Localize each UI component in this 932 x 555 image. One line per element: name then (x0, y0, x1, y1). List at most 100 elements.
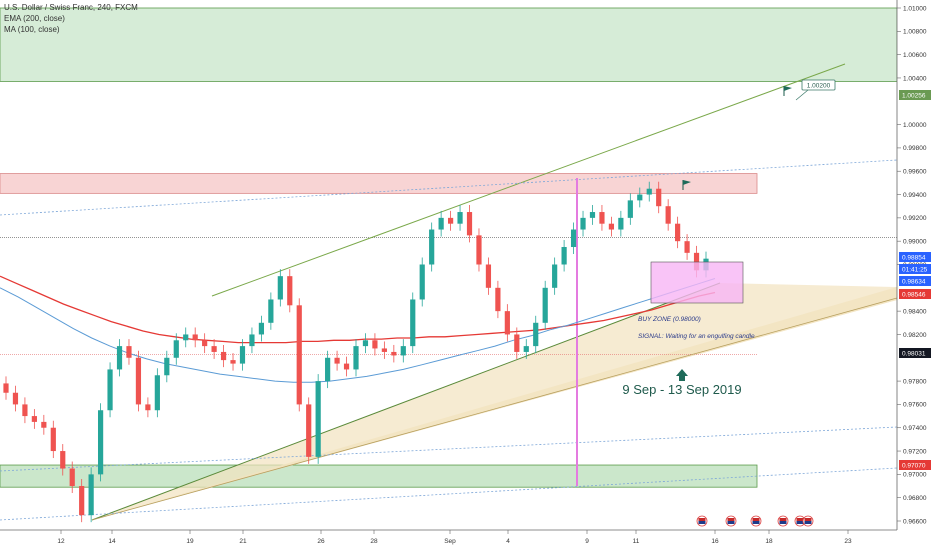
candle[interactable] (608, 223, 615, 230)
price-label-leader (795, 89, 809, 101)
candle[interactable] (88, 474, 94, 516)
candle[interactable] (646, 188, 652, 195)
price-badge-label: 0.97070 (902, 462, 926, 469)
candle[interactable] (116, 346, 123, 370)
candle[interactable] (466, 212, 473, 236)
candle[interactable] (306, 404, 312, 457)
candle[interactable] (50, 427, 56, 452)
candle[interactable] (429, 229, 435, 265)
candle[interactable] (220, 351, 227, 361)
candle[interactable] (447, 217, 454, 224)
candle[interactable] (627, 200, 633, 218)
trendline-lower (91, 282, 721, 521)
x-tick-label: 21 (239, 538, 247, 545)
candle[interactable] (381, 348, 387, 352)
candle[interactable] (552, 264, 558, 288)
channel-fill (92, 283, 897, 520)
candle[interactable] (580, 217, 586, 230)
candle[interactable] (618, 217, 624, 230)
trendline-blue (0, 426, 898, 472)
candle[interactable] (79, 486, 85, 516)
legend-ema: EMA (200, close) (4, 14, 65, 23)
candle[interactable] (154, 375, 160, 411)
candle[interactable] (485, 264, 492, 288)
price-badge-label: 0.98854 (902, 254, 926, 261)
candle[interactable] (296, 305, 302, 405)
candle[interactable] (164, 357, 170, 376)
candle[interactable] (589, 212, 596, 218)
candle[interactable] (69, 468, 75, 487)
candle[interactable] (230, 360, 236, 364)
candle[interactable] (362, 340, 369, 347)
candle[interactable] (145, 404, 151, 411)
candle[interactable] (334, 357, 340, 364)
candle[interactable] (542, 287, 548, 323)
candle[interactable] (353, 346, 359, 370)
y-tick-label: 0.99800 (903, 145, 927, 152)
candle[interactable] (97, 410, 104, 475)
candle[interactable] (268, 299, 274, 323)
candle[interactable] (438, 217, 444, 230)
candle[interactable] (22, 404, 28, 417)
candle[interactable] (599, 212, 605, 224)
candle[interactable] (514, 334, 520, 352)
candle[interactable] (315, 381, 321, 457)
zone-resistance-weekly (0, 7, 898, 82)
price-badge-label: 0.98546 (902, 291, 926, 298)
candle[interactable] (343, 363, 350, 370)
candle[interactable] (504, 311, 510, 335)
candle[interactable] (126, 346, 132, 358)
trendline-channel (91, 297, 898, 521)
candle[interactable] (31, 416, 37, 422)
candle[interactable] (523, 346, 529, 352)
candle[interactable] (410, 299, 416, 347)
legend: U.S. Dollar / Swiss Franc, 240, FXCM EMA… (4, 2, 138, 35)
candle[interactable] (476, 235, 482, 265)
x-tick-label: Sep (444, 538, 456, 545)
candle[interactable] (561, 247, 567, 265)
price-badge (899, 348, 931, 358)
candle[interactable] (287, 276, 293, 306)
candle[interactable] (41, 421, 47, 428)
candle[interactable] (656, 188, 662, 207)
candle[interactable] (202, 340, 208, 347)
time-axis-bg (0, 530, 932, 550)
x-tick-label: 19 (186, 538, 194, 545)
y-tick-label: 0.97600 (903, 402, 927, 409)
candle[interactable] (239, 346, 246, 364)
candle[interactable] (419, 264, 425, 300)
candle[interactable] (684, 241, 690, 253)
candle[interactable] (258, 322, 265, 335)
candle[interactable] (533, 322, 539, 347)
price-badge-label: 0.98031 (902, 350, 926, 357)
x-tick-label: 16 (711, 538, 719, 545)
candle[interactable] (183, 334, 189, 341)
candle[interactable] (400, 346, 406, 356)
candle[interactable] (391, 351, 397, 356)
candle[interactable] (457, 212, 463, 224)
candle[interactable] (637, 194, 643, 201)
candle[interactable] (325, 357, 331, 382)
candle[interactable] (192, 334, 198, 341)
candle[interactable] (570, 229, 577, 248)
candle[interactable] (277, 276, 283, 300)
candle[interactable] (211, 346, 217, 352)
candle[interactable] (675, 223, 681, 242)
candle[interactable] (3, 383, 9, 393)
trendline-blue (0, 159, 898, 216)
candle[interactable] (693, 252, 700, 271)
candle[interactable] (135, 357, 142, 405)
candle[interactable] (107, 369, 113, 411)
candle[interactable] (12, 392, 19, 405)
zone-support-zone (0, 464, 758, 488)
candle[interactable] (173, 340, 179, 358)
candle[interactable] (249, 334, 255, 347)
calendar-event-icon-stripe (796, 521, 804, 524)
calendar-event-icon-stripe (752, 518, 760, 521)
candle[interactable] (372, 340, 378, 349)
candle[interactable] (60, 451, 66, 469)
candle[interactable] (495, 287, 501, 312)
candle[interactable] (665, 206, 671, 224)
